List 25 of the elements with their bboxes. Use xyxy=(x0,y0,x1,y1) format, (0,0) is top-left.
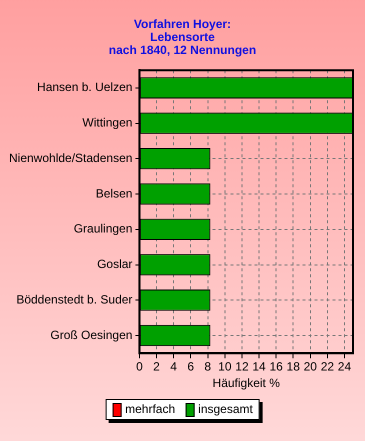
y-tick-label: Belsen xyxy=(96,186,132,200)
x-tick-label: 2 xyxy=(153,360,160,374)
x-tick-label: 8 xyxy=(204,360,212,374)
x-tick-label: 22 xyxy=(320,360,334,374)
x-tick-label: 6 xyxy=(187,360,194,374)
x-tick-label: 10 xyxy=(218,360,232,374)
x-tick-label: 12 xyxy=(235,360,249,374)
y-tick-label: Hansen b. Uelzen xyxy=(37,80,132,94)
chart-title: Vorfahren Hoyer: Lebensorte nach 1840, 12 Nennungen xyxy=(108,17,258,57)
x-axis-title: Häufigkeit % xyxy=(212,376,280,390)
y-tick-label: Groß Oesingen xyxy=(50,328,132,342)
text: insgesamt xyxy=(197,402,253,417)
y-tick-label: Goslar xyxy=(97,257,132,272)
x-tick-label: 20 xyxy=(304,360,318,374)
y-tick-label: Nienwohlde/Stadensen xyxy=(9,150,132,165)
x-tick-label: 24 xyxy=(338,360,352,374)
x-tick-label: 14 xyxy=(252,360,266,374)
y-tick-label: Graulingen xyxy=(74,222,132,236)
x-tick-label: 4 xyxy=(170,360,178,374)
x-tick-label: 16 xyxy=(269,360,284,374)
y-tick-label: Böddenstedt b. Suder xyxy=(16,292,132,306)
x-tick-label: 18 xyxy=(286,360,300,374)
legend-label: mehrfach xyxy=(124,402,176,417)
x-tick-label: 0 xyxy=(136,360,144,374)
y-tick-label: Wittingen xyxy=(82,116,132,130)
